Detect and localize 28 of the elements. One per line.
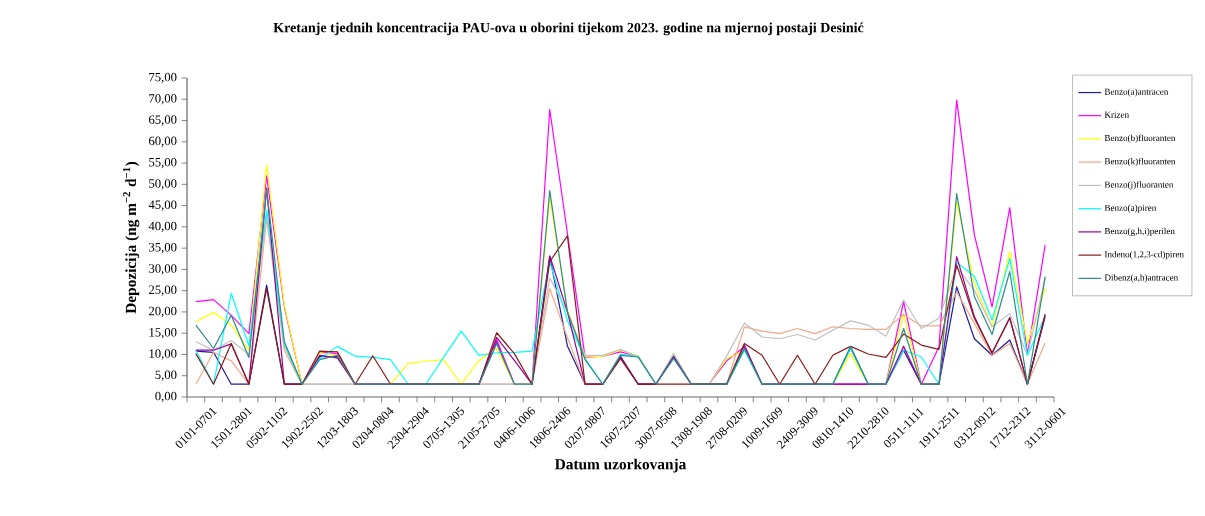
chart-title: Kretanje tjednih koncentracija PAU-ova u oborini tijekom 2023. godine na mjernoj postaji Desinić — [273, 22, 864, 36]
legend-label: Benzo(j)fluoranten — [1104, 181, 1174, 190]
legend-label: Benzo(b)fluoranten — [1104, 134, 1176, 143]
legend-label: Benzo(k)fluoranten — [1104, 157, 1176, 167]
y-tick-label: 5,00 — [155, 370, 177, 381]
legend-label: Krizen — [1104, 111, 1129, 118]
y-axis-title: Depozicija (ng m$^{−2}$ d$^{−1}$) — [123, 161, 140, 314]
y-tick-label: 10,00 — [149, 349, 177, 360]
y-tick-label: 45,00 — [148, 200, 177, 211]
y-tick-label: 35,00 — [149, 242, 177, 254]
y-tick-label: 25,00 — [149, 285, 177, 296]
legend-label: Benzo(g,h,i)perilen — [1104, 227, 1175, 237]
legend-label: Indeno(1,2,3-cd)piren — [1104, 250, 1184, 260]
y-tick-label: 50,00 — [149, 179, 177, 190]
y-tick-label: 15,00 — [149, 328, 177, 339]
y-tick-label: 60,00 — [149, 136, 177, 147]
y-tick-label: 55,00 — [149, 157, 177, 169]
legend-label: Benzo(a)antracen — [1104, 88, 1169, 97]
y-tick-label: 0,00 — [155, 391, 177, 403]
legend-label: Benzo(a)piren — [1104, 204, 1157, 213]
y-tick-label: 65,00 — [149, 115, 177, 126]
legend-label: Dibenz(a,h)antracen — [1104, 274, 1179, 283]
y-tick-label: 70,00 — [149, 94, 177, 105]
y-tick-label: 40,00 — [148, 221, 177, 233]
y-tick-label: 75,00 — [149, 72, 177, 84]
y-tick-label: 30,00 — [149, 264, 177, 275]
y-tick-label: 20,00 — [149, 306, 177, 318]
x-axis-title: Datum uzorkovanja — [554, 458, 687, 473]
